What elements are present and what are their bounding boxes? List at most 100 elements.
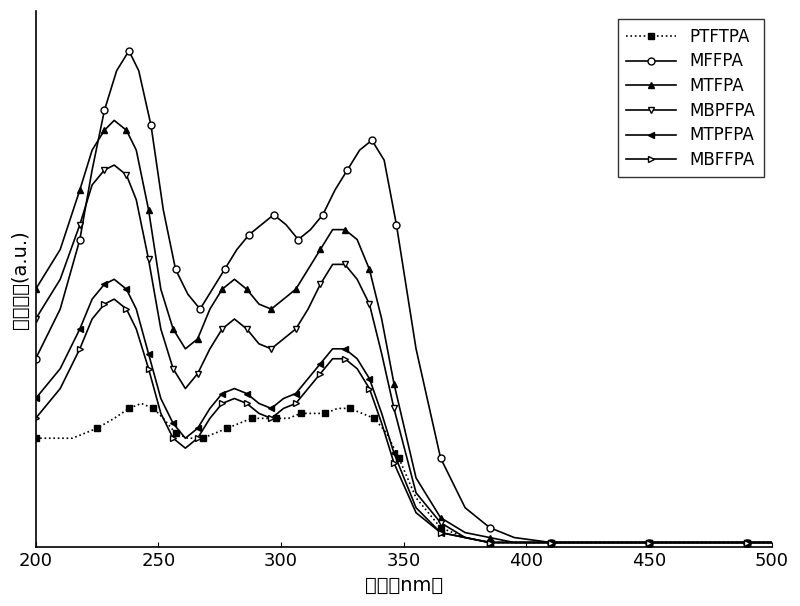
MTPFPA	[75, 325, 85, 333]
MFFPA	[379, 156, 389, 164]
PTFTPA	[411, 494, 421, 501]
MTFPA	[595, 539, 605, 546]
PTFTPA	[124, 405, 134, 412]
PTFTPA	[158, 415, 168, 422]
MTPFPA	[460, 534, 470, 541]
MBPFPA	[144, 256, 154, 263]
MBFFPA	[110, 296, 119, 303]
MTPFPA	[181, 435, 190, 442]
MTPFPA	[156, 395, 166, 402]
MTFPA	[242, 285, 251, 293]
MFFPA	[232, 246, 242, 253]
MFFPA	[485, 524, 494, 531]
MTPFPA	[55, 365, 65, 372]
MFFPA	[87, 167, 97, 174]
MTFPA	[122, 127, 131, 134]
MFFPA	[112, 67, 122, 75]
MBPFPA	[205, 345, 214, 353]
MBPFPA	[436, 519, 446, 526]
MBFFPA	[218, 400, 227, 407]
MFFPA	[460, 504, 470, 511]
PTFTPA	[234, 420, 244, 427]
PTFTPA	[345, 405, 354, 412]
MTFPA	[181, 345, 190, 353]
MBPFPA	[122, 171, 131, 179]
MTPFPA	[144, 350, 154, 358]
MBPFPA	[254, 340, 264, 347]
Line: MBFFPA: MBFFPA	[32, 296, 775, 546]
MBPFPA	[230, 315, 239, 322]
MTPFPA	[352, 355, 362, 362]
Line: MTFPA: MTFPA	[32, 117, 775, 546]
MBPFPA	[460, 534, 470, 541]
MBPFPA	[110, 161, 119, 168]
MTPFPA	[389, 450, 398, 457]
MTPFPA	[168, 420, 178, 427]
PTFTPA	[222, 425, 232, 432]
MTFPA	[352, 236, 362, 243]
MTPFPA	[110, 276, 119, 283]
MBFFPA	[168, 435, 178, 442]
MTPFPA	[510, 539, 519, 546]
MFFPA	[411, 345, 421, 353]
MTPFPA	[485, 539, 494, 546]
MFFPA	[355, 147, 365, 154]
MFFPA	[644, 539, 654, 546]
MBPFPA	[644, 539, 654, 546]
MTFPA	[328, 226, 338, 233]
PTFTPA	[149, 405, 158, 412]
MTFPA	[436, 514, 446, 521]
PTFTPA	[644, 539, 654, 546]
MBPFPA	[546, 539, 556, 546]
MBFFPA	[510, 539, 519, 546]
MTFPA	[315, 246, 325, 253]
MTPFPA	[694, 539, 703, 546]
MBPFPA	[315, 281, 325, 288]
MTPFPA	[328, 345, 338, 353]
MBPFPA	[31, 315, 41, 322]
PTFTPA	[247, 415, 257, 422]
MBFFPA	[193, 435, 202, 442]
MBFFPA	[315, 370, 325, 378]
MBPFPA	[742, 539, 752, 546]
PTFTPA	[742, 539, 752, 546]
MBFFPA	[87, 315, 97, 322]
MFFPA	[257, 221, 266, 228]
MTFPA	[144, 206, 154, 213]
MBPFPA	[291, 325, 301, 333]
MBFFPA	[365, 385, 374, 392]
MFFPA	[55, 305, 65, 313]
MBPFPA	[218, 325, 227, 333]
PTFTPA	[382, 430, 391, 437]
MFFPA	[146, 122, 156, 129]
MTFPA	[389, 380, 398, 387]
MTFPA	[742, 539, 752, 546]
PTFTPA	[308, 410, 318, 417]
MTPFPA	[87, 296, 97, 303]
MBPFPA	[181, 385, 190, 392]
MTPFPA	[254, 400, 264, 407]
MTFPA	[485, 534, 494, 541]
MFFPA	[269, 211, 278, 218]
PTFTPA	[110, 415, 119, 422]
PTFTPA	[436, 524, 446, 531]
MBFFPA	[303, 385, 313, 392]
MTPFPA	[365, 375, 374, 382]
MFFPA	[124, 47, 134, 55]
Line: MTPFPA: MTPFPA	[32, 276, 775, 546]
PTFTPA	[183, 435, 193, 442]
MBPFPA	[328, 261, 338, 268]
MFFPA	[342, 167, 352, 174]
MBFFPA	[742, 539, 752, 546]
MFFPA	[99, 107, 109, 114]
MBPFPA	[595, 539, 605, 546]
X-axis label: 波长（nm）: 波长（nm）	[365, 576, 443, 595]
MTPFPA	[278, 395, 288, 402]
MTPFPA	[340, 345, 350, 353]
MTPFPA	[595, 539, 605, 546]
PTFTPA	[358, 410, 367, 417]
MBFFPA	[291, 400, 301, 407]
PTFTPA	[170, 430, 180, 437]
MBFFPA	[144, 365, 154, 372]
MTFPA	[340, 226, 350, 233]
